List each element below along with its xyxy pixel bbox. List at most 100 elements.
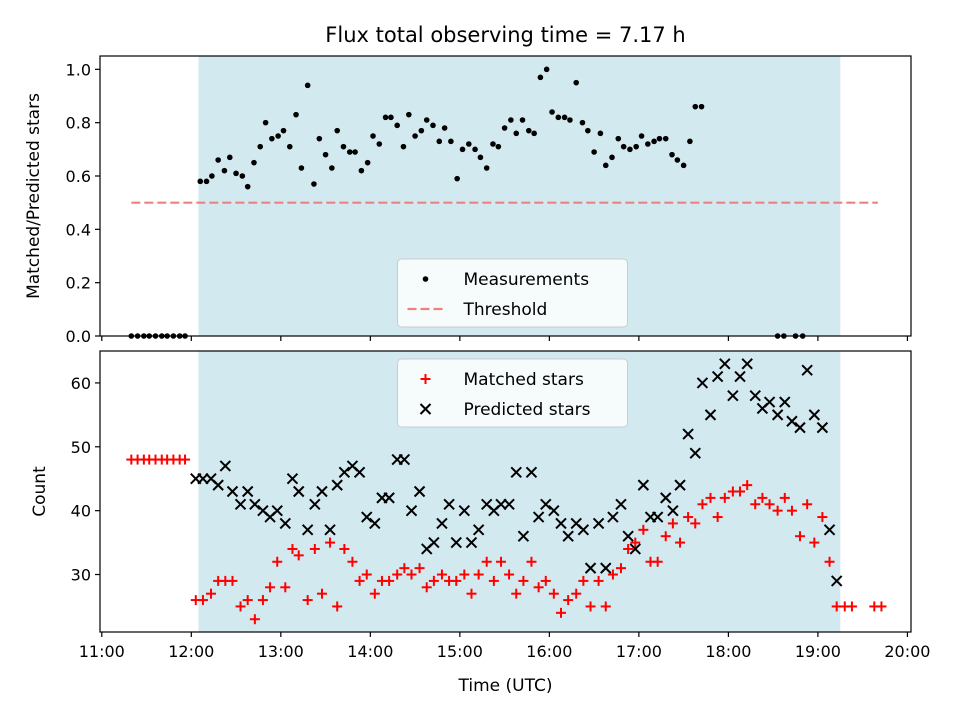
- data-point: [696, 377, 709, 389]
- data-point: [567, 117, 573, 123]
- plot-frame: [99, 350, 912, 633]
- data-point: [465, 141, 472, 147]
- data-point: [674, 479, 686, 491]
- data-point: [638, 133, 645, 139]
- data-point: [219, 460, 232, 472]
- data-point: [741, 358, 753, 370]
- data-point: [562, 530, 574, 542]
- y-axis-label: Count: [30, 466, 50, 517]
- data-point-stroke: [696, 377, 709, 389]
- x-tick-label: 14:00: [347, 642, 393, 661]
- data-point-stroke: [615, 498, 627, 510]
- data-point-stroke: [704, 409, 717, 421]
- data-point-stroke: [279, 517, 292, 530]
- data-point: [578, 575, 589, 586]
- y-tick-label: 0.0: [66, 327, 91, 346]
- data-point: [555, 607, 566, 618]
- data-point: [322, 151, 329, 158]
- data-point: [597, 130, 604, 137]
- y-tick-label: 0.6: [66, 167, 91, 186]
- data-point: [331, 479, 343, 491]
- data-point: [772, 505, 783, 516]
- data-point: [680, 162, 687, 169]
- legend-box: [397, 358, 628, 428]
- data-point: [215, 157, 221, 163]
- data-point: [795, 531, 806, 542]
- data-point-stroke: [794, 421, 806, 434]
- data-point: [340, 143, 347, 150]
- data-point: [358, 167, 365, 174]
- plot-frame: [99, 55, 912, 337]
- data-point-stroke: [293, 485, 305, 498]
- data-point: [543, 66, 550, 73]
- data-point: [394, 122, 400, 129]
- legend-label: Measurements: [464, 270, 590, 290]
- data-point: [711, 370, 724, 383]
- data-point: [808, 409, 821, 421]
- data-point-stroke: [570, 517, 582, 530]
- data-point: [234, 498, 247, 510]
- data-point: [436, 138, 443, 145]
- y-tick-label: 0.2: [66, 274, 91, 293]
- data-point: [309, 498, 321, 510]
- data-point-stroke: [562, 530, 574, 542]
- legend-swatch: [420, 374, 431, 384]
- data-point-stroke: [205, 473, 217, 485]
- data-point-stroke: [465, 536, 478, 549]
- y-tick-label: 30: [71, 566, 91, 585]
- data-point: [332, 601, 343, 612]
- data-point: [830, 575, 843, 587]
- data-point: [329, 165, 335, 171]
- data-point: [406, 569, 417, 580]
- data-point: [392, 569, 403, 580]
- data-point: [627, 146, 633, 153]
- data-point-stroke: [830, 575, 843, 587]
- data-point: [637, 479, 650, 491]
- x-axis-label: Time (UTC): [458, 676, 553, 696]
- data-point-stroke: [584, 562, 597, 574]
- data-point: [376, 141, 383, 147]
- data-point: [764, 499, 775, 510]
- data-point: [689, 447, 701, 459]
- data-point-stroke: [301, 524, 314, 536]
- legend-item: Threshold: [407, 300, 547, 320]
- data-point-stroke: [436, 517, 448, 530]
- data-point: [235, 601, 246, 612]
- data-point: [561, 114, 568, 121]
- data-point: [508, 117, 514, 123]
- data-point: [465, 536, 478, 549]
- data-point: [352, 149, 358, 155]
- data-point: [405, 504, 418, 517]
- data-point-stroke: [548, 504, 560, 517]
- data-point: [809, 537, 820, 548]
- data-point: [369, 588, 380, 599]
- data-point: [519, 117, 526, 123]
- data-point: [241, 485, 254, 498]
- data-point: [531, 130, 537, 137]
- data-point: [824, 556, 835, 567]
- data-point-stroke: [734, 370, 746, 383]
- data-point: [262, 119, 269, 126]
- data-point-stroke: [749, 389, 761, 402]
- data-point: [227, 575, 238, 586]
- data-point: [361, 569, 372, 580]
- data-point: [667, 518, 678, 529]
- data-point: [591, 149, 597, 155]
- data-point: [383, 492, 395, 504]
- x-tick-label: 12:00: [168, 642, 214, 661]
- data-point-stroke: [257, 504, 269, 517]
- data-point-stroke: [338, 466, 351, 479]
- data-point-stroke: [413, 485, 426, 498]
- subplot-1: 0.0 0.2 0.4 0.6 0.8 1.0 Matched/Predicted star…: [24, 23, 912, 346]
- data-point: [660, 531, 671, 542]
- data-point: [705, 492, 716, 503]
- data-point-stroke: [592, 517, 605, 530]
- data-point: [370, 133, 376, 139]
- data-point-stroke: [689, 447, 701, 459]
- data-point: [459, 569, 470, 580]
- data-point: [692, 103, 699, 110]
- data-point: [593, 575, 604, 586]
- data-point: [279, 517, 292, 530]
- data-point: [771, 409, 784, 421]
- data-point: [364, 159, 371, 166]
